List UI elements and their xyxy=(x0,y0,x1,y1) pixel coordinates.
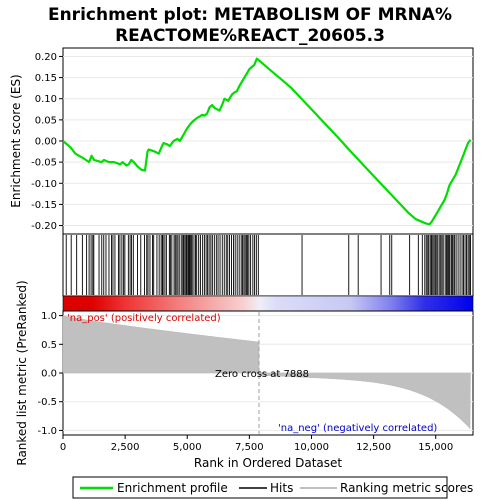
ranking-metric-area xyxy=(62,315,471,430)
es-y-tick-label: -0.20 xyxy=(31,221,57,232)
x-tick-label: 7,500 xyxy=(235,442,264,453)
hits-panel xyxy=(62,233,474,297)
x-tick-label: 5,000 xyxy=(173,442,202,453)
es-y-axis-ticks: 0.20 0.15 0.10 0.05 0.00 -0.05 -0.10 -0.15 -0.20 xyxy=(31,52,63,232)
chart-title-line-1: Enrichment plot: METABOLISM OF MRNA% xyxy=(48,5,452,25)
metric-y-tick-label: 1.0 xyxy=(41,311,57,322)
metric-y-tick-label: -1.0 xyxy=(37,426,57,437)
x-tick-label: 0 xyxy=(60,442,66,453)
legend: Enrichment profile Hits Ranking metric s… xyxy=(72,476,473,499)
ranking-color-bar xyxy=(62,295,474,312)
enrichment-score-panel: 0.20 0.15 0.10 0.05 0.00 -0.05 -0.10 -0.15 -0.20… xyxy=(9,47,474,235)
es-y-tick-label: 0.10 xyxy=(35,94,57,105)
metric-y-tick-label: -0.5 xyxy=(37,397,57,408)
x-tick-label: 12,500 xyxy=(356,442,391,453)
metric-y-tick-label: 0.5 xyxy=(41,340,57,351)
es-y-tick-label: 0.00 xyxy=(35,137,57,148)
positive-correlation-label: 'na_pos' (positively correlated) xyxy=(67,313,221,324)
chart-title-line-2: REACTOME%REACT_20605.3 xyxy=(115,26,385,46)
legend-entry-enrichment-profile: Enrichment profile xyxy=(117,481,228,495)
legend-entry-hits: Hits xyxy=(270,481,293,495)
negative-correlation-label: 'na_neg' (negatively correlated) xyxy=(278,423,437,434)
zero-cross-label: Zero cross at 7888 xyxy=(215,369,309,380)
enrichment-profile-line xyxy=(62,57,472,226)
es-y-tick-label: -0.05 xyxy=(31,158,57,169)
es-y-tick-label: 0.15 xyxy=(35,73,57,84)
metric-y-axis-ticks: 1.0 0.5 0.0 -0.5 -1.0 xyxy=(37,311,63,437)
es-y-tick-label: 0.20 xyxy=(35,52,57,63)
es-y-tick-label: -0.10 xyxy=(31,179,57,190)
metric-y-axis-label: Ranked list metric (PreRanked) xyxy=(15,280,29,465)
x-axis-label: Rank in Ordered Dataset xyxy=(194,456,342,470)
x-tick-label: 15,000 xyxy=(418,442,453,453)
metric-y-tick-label: 0.0 xyxy=(41,369,57,380)
ranked-metric-panel: 1.0 0.5 0.0 -0.5 -1.0 'na_pos' (positively c… xyxy=(15,280,474,466)
es-y-axis-label: Enrichment score (ES) xyxy=(9,74,23,207)
es-y-tick-label: -0.15 xyxy=(31,200,57,211)
legend-entry-ranking-metric: Ranking metric scores xyxy=(340,481,473,495)
hit-marks xyxy=(65,235,471,295)
x-axis-ticks: 0 2,500 5,000 7,500 10,000 12,500 15,000 xyxy=(60,435,453,453)
x-tick-label: 2,500 xyxy=(111,442,140,453)
es-y-tick-label: 0.05 xyxy=(35,115,57,126)
x-tick-label: 10,000 xyxy=(294,442,329,453)
